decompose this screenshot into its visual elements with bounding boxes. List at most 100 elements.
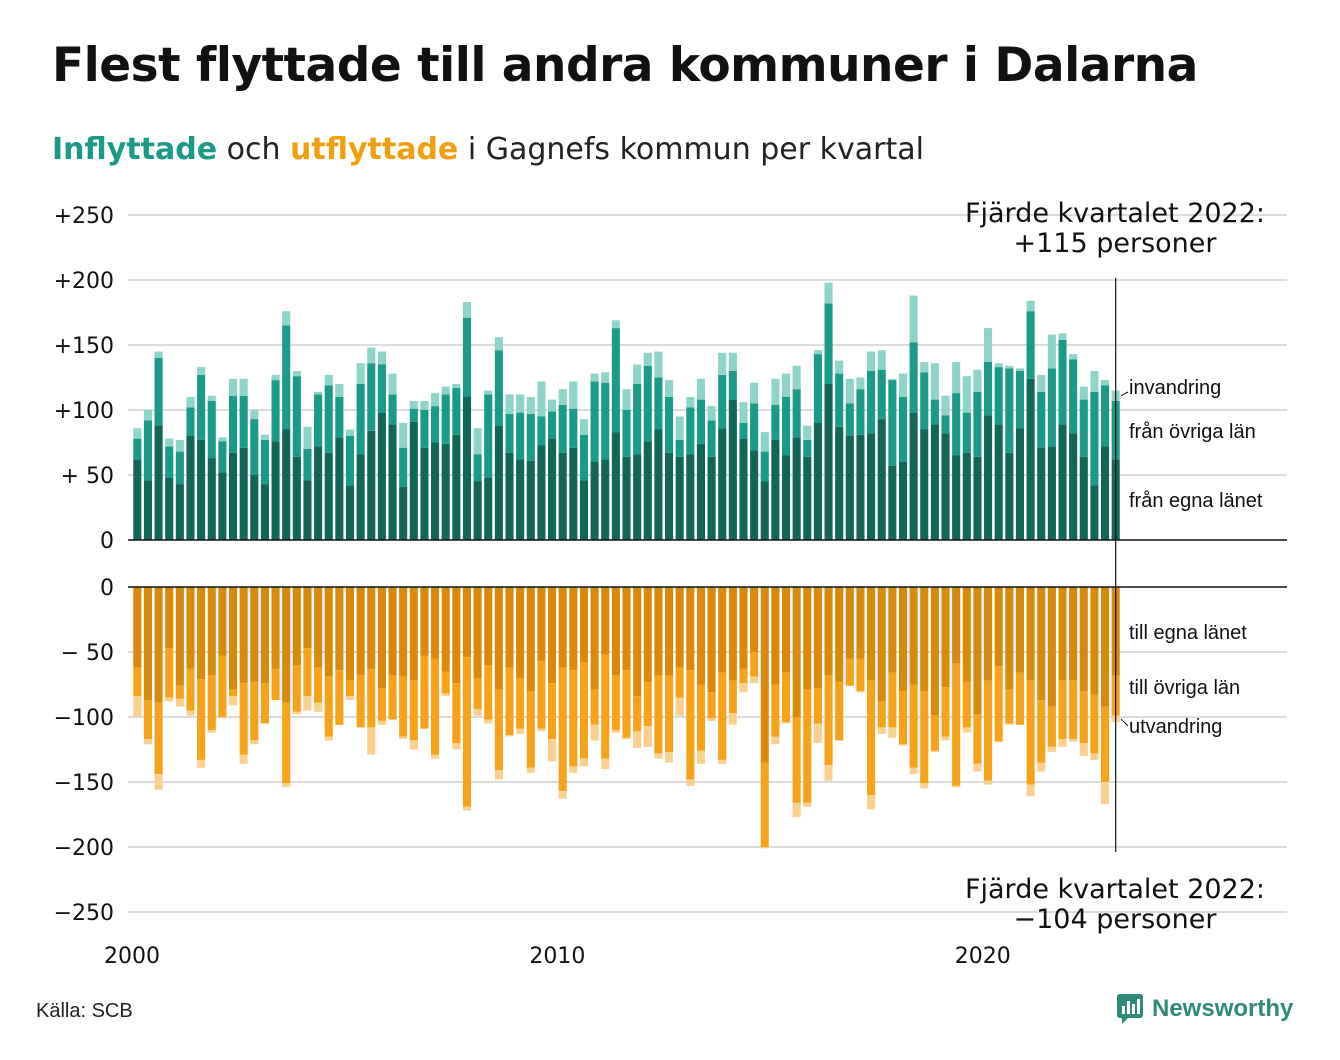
- bar-in-invandring: [941, 395, 950, 416]
- bar-in-egna-lanet: [260, 484, 269, 540]
- bar-out-ovriga-lan: [984, 680, 993, 781]
- bar-in-invandring: [675, 416, 684, 440]
- bar-in-ovriga-lan: [409, 408, 418, 422]
- bar-out-utvandring: [888, 727, 897, 738]
- bar-in-invandring: [271, 374, 280, 381]
- bar-in-invandring: [303, 426, 312, 449]
- bar-out-ovriga-lan: [867, 680, 876, 795]
- bar-in-invandring: [558, 389, 567, 405]
- bar-out-utvandring: [1026, 784, 1035, 797]
- y-tick-label-bottom: − 50: [61, 641, 114, 666]
- bar-out-utvandring: [218, 717, 227, 719]
- bar-out-egna-lanet: [973, 587, 982, 715]
- bar-out-utvandring: [324, 736, 333, 741]
- bar-out-egna-lanet: [165, 587, 174, 649]
- bar-out-ovriga-lan: [239, 683, 248, 755]
- bar-out-egna-lanet: [1058, 587, 1067, 681]
- bar-out-egna-lanet: [803, 587, 812, 690]
- bar-in-ovriga-lan: [813, 354, 822, 423]
- bar-out-ovriga-lan: [197, 679, 206, 760]
- bar-in-egna-lanet: [345, 485, 355, 540]
- bar-in-egna-lanet: [1101, 446, 1110, 540]
- bar-in-invandring: [516, 394, 525, 413]
- connector-invandring: [1120, 391, 1129, 397]
- bar-out-ovriga-lan: [898, 691, 908, 745]
- bar-out-egna-lanet: [930, 587, 939, 716]
- bar-in-invandring: [930, 363, 939, 400]
- bar-out-egna-lanet: [696, 587, 705, 685]
- bar-in-invandring: [292, 371, 301, 377]
- bar-out-ovriga-lan: [696, 684, 705, 751]
- bar-out-ovriga-lan: [431, 658, 440, 755]
- bar-in-invandring: [579, 419, 589, 435]
- bar-out-ovriga-lan: [452, 683, 461, 743]
- bar-in-ovriga-lan: [633, 384, 642, 455]
- bar-in-egna-lanet: [218, 472, 227, 540]
- bar-in-ovriga-lan: [271, 380, 280, 442]
- bar-in-invandring: [867, 351, 876, 371]
- bar-in-invandring: [282, 311, 291, 326]
- bar-in-invandring: [569, 381, 578, 409]
- bar-out-ovriga-lan: [292, 665, 301, 712]
- annotation-top-line2: +115 personer: [1013, 228, 1217, 259]
- bar-in-egna-lanet: [845, 436, 854, 540]
- bar-out-egna-lanet: [1101, 587, 1110, 707]
- bar-in-ovriga-lan: [207, 400, 216, 459]
- bar-out-egna-lanet: [601, 587, 610, 655]
- bar-in-ovriga-lan: [898, 397, 908, 462]
- bar-out-egna-lanet: [494, 587, 503, 690]
- bar-in-ovriga-lan: [1047, 368, 1056, 447]
- bar-out-egna-lanet: [718, 587, 727, 673]
- bar-out-egna-lanet: [441, 587, 450, 672]
- bar-in-egna-lanet: [867, 433, 876, 540]
- bar-in-egna-lanet: [1090, 485, 1099, 540]
- bar-out-ovriga-lan: [473, 678, 482, 710]
- bar-in-egna-lanet: [292, 456, 301, 540]
- bar-in-ovriga-lan: [728, 371, 737, 400]
- y-tick-label-top: +250: [54, 204, 114, 229]
- subtitle-rest: i Gagnefs kommun per kvartal: [467, 132, 924, 167]
- bar-out-egna-lanet: [898, 587, 908, 691]
- bar-in-invandring: [175, 439, 184, 452]
- bar-in-ovriga-lan: [760, 451, 769, 482]
- bar-in-ovriga-lan: [1005, 368, 1014, 453]
- x-tick-label: 2020: [955, 944, 1011, 969]
- bar-in-invandring: [1026, 300, 1035, 312]
- bar-out-ovriga-lan: [516, 678, 525, 729]
- bar-out-utvandring: [143, 739, 152, 745]
- bar-in-invandring: [856, 377, 865, 390]
- bar-in-egna-lanet: [367, 430, 376, 540]
- bar-out-utvandring: [962, 727, 971, 733]
- bar-in-invandring: [377, 351, 386, 365]
- bar-out-egna-lanet: [1026, 587, 1035, 681]
- y-tick-label-bottom: 0: [100, 576, 114, 601]
- bar-in-egna-lanet: [909, 412, 918, 540]
- bar-out-egna-lanet: [750, 587, 759, 652]
- bar-in-ovriga-lan: [803, 439, 812, 457]
- bar-in-egna-lanet: [771, 439, 780, 540]
- y-tick-label-top: + 50: [61, 464, 114, 489]
- bar-out-egna-lanet: [484, 587, 493, 665]
- bar-out-egna-lanet: [314, 587, 323, 668]
- chart-title: Flest flyttade till andra kommuner i Dal…: [52, 38, 1198, 93]
- bar-out-egna-lanet: [388, 587, 397, 676]
- bar-in-ovriga-lan: [962, 412, 971, 453]
- newsworthy-logo-icon: [1117, 994, 1143, 1024]
- bar-out-egna-lanet: [686, 587, 695, 671]
- bar-in-ovriga-lan: [399, 447, 408, 487]
- bar-in-invandring: [803, 425, 812, 440]
- bar-out-egna-lanet: [909, 587, 918, 685]
- bar-out-utvandring: [622, 737, 631, 740]
- bar-in-egna-lanet: [537, 445, 546, 540]
- bar-in-ovriga-lan: [569, 408, 578, 448]
- bar-out-ovriga-lan: [303, 648, 312, 697]
- bar-out-egna-lanet: [526, 587, 535, 691]
- bar-out-ovriga-lan: [420, 655, 429, 729]
- bar-in-ovriga-lan: [462, 317, 472, 397]
- bar-in-egna-lanet: [186, 436, 195, 540]
- subtitle-och: och: [226, 132, 281, 167]
- bar-out-egna-lanet: [579, 587, 589, 663]
- bar-out-ovriga-lan: [399, 676, 408, 737]
- bar-out-egna-lanet: [260, 587, 269, 684]
- bar-in-egna-lanet: [516, 459, 525, 540]
